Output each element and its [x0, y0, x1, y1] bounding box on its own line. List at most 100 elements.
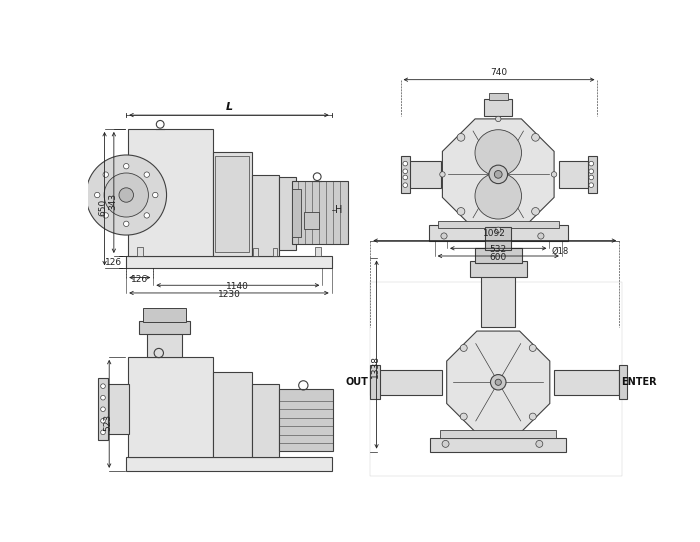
Bar [128, 357, 213, 457]
Bar [147, 326, 182, 357]
Circle shape [442, 441, 449, 447]
Bar [559, 160, 592, 188]
Text: OUT: OUT [346, 377, 369, 388]
Text: 532: 532 [490, 246, 507, 254]
Circle shape [538, 233, 544, 239]
Circle shape [403, 169, 407, 173]
Bar [253, 248, 258, 256]
Circle shape [440, 172, 445, 177]
Circle shape [529, 345, 536, 351]
Text: ENTER: ENTER [621, 377, 657, 388]
Circle shape [489, 165, 508, 184]
Circle shape [103, 172, 108, 177]
Circle shape [496, 116, 501, 121]
Bar [485, 227, 512, 250]
Text: 600: 600 [489, 253, 507, 262]
Circle shape [589, 162, 594, 166]
Bar [619, 365, 627, 399]
Circle shape [536, 441, 542, 447]
Bar [144, 308, 186, 322]
Bar [98, 378, 108, 440]
Circle shape [529, 413, 536, 420]
Bar [588, 156, 598, 193]
Circle shape [475, 130, 522, 176]
Polygon shape [447, 331, 550, 434]
Circle shape [403, 175, 407, 180]
Bar [475, 248, 522, 263]
Text: 1092: 1092 [483, 229, 506, 238]
Bar [126, 256, 332, 268]
Text: 343: 343 [108, 192, 117, 210]
Circle shape [531, 208, 540, 215]
Circle shape [589, 183, 594, 188]
Circle shape [457, 133, 465, 141]
Text: 1230: 1230 [218, 290, 240, 299]
Text: 1338: 1338 [370, 354, 379, 378]
Text: 1140: 1140 [226, 282, 249, 292]
Bar [314, 247, 321, 256]
Circle shape [441, 233, 447, 239]
Bar [106, 384, 130, 434]
Circle shape [460, 345, 467, 351]
Circle shape [101, 395, 105, 400]
Bar [137, 247, 144, 256]
Bar [489, 93, 508, 100]
Bar [304, 212, 319, 229]
Text: 650: 650 [99, 198, 108, 216]
Circle shape [531, 133, 540, 141]
Circle shape [86, 155, 167, 235]
Circle shape [460, 413, 467, 420]
Circle shape [123, 164, 129, 169]
Text: 523: 523 [103, 414, 112, 431]
Bar [440, 430, 556, 438]
Bar [470, 261, 527, 277]
Circle shape [101, 384, 105, 389]
Circle shape [103, 212, 108, 218]
Bar [126, 457, 332, 471]
Bar [279, 389, 333, 451]
Bar [400, 156, 410, 193]
Bar [216, 156, 249, 252]
Circle shape [552, 172, 556, 177]
Text: 740: 740 [491, 68, 508, 78]
Circle shape [403, 183, 407, 188]
Bar [292, 182, 348, 244]
Circle shape [495, 379, 501, 385]
Bar [430, 438, 566, 451]
Circle shape [94, 192, 100, 198]
Circle shape [589, 169, 594, 173]
Bar [252, 175, 279, 256]
Circle shape [403, 162, 407, 166]
Circle shape [494, 171, 502, 178]
Bar [292, 189, 302, 237]
Circle shape [101, 430, 105, 435]
Bar [370, 365, 379, 399]
Bar [273, 248, 277, 256]
Bar [252, 384, 279, 457]
Bar [438, 221, 559, 228]
Circle shape [144, 212, 150, 218]
Circle shape [119, 188, 134, 202]
Bar [554, 370, 619, 395]
Text: 126: 126 [105, 257, 122, 267]
Circle shape [123, 221, 129, 227]
Bar [213, 152, 252, 256]
Text: Ø18: Ø18 [552, 247, 569, 256]
Text: 126: 126 [132, 275, 148, 283]
Circle shape [491, 375, 506, 390]
Circle shape [475, 173, 522, 219]
Polygon shape [442, 119, 554, 230]
Bar [213, 372, 252, 457]
Text: H: H [335, 205, 343, 215]
Bar [279, 177, 296, 250]
Bar [370, 370, 442, 395]
Bar [408, 160, 441, 188]
Circle shape [101, 407, 105, 411]
Bar [428, 225, 568, 241]
Text: L: L [225, 102, 232, 112]
Circle shape [153, 192, 158, 198]
Circle shape [144, 172, 150, 177]
Bar [139, 321, 190, 334]
Circle shape [101, 418, 105, 423]
Bar [481, 265, 515, 327]
